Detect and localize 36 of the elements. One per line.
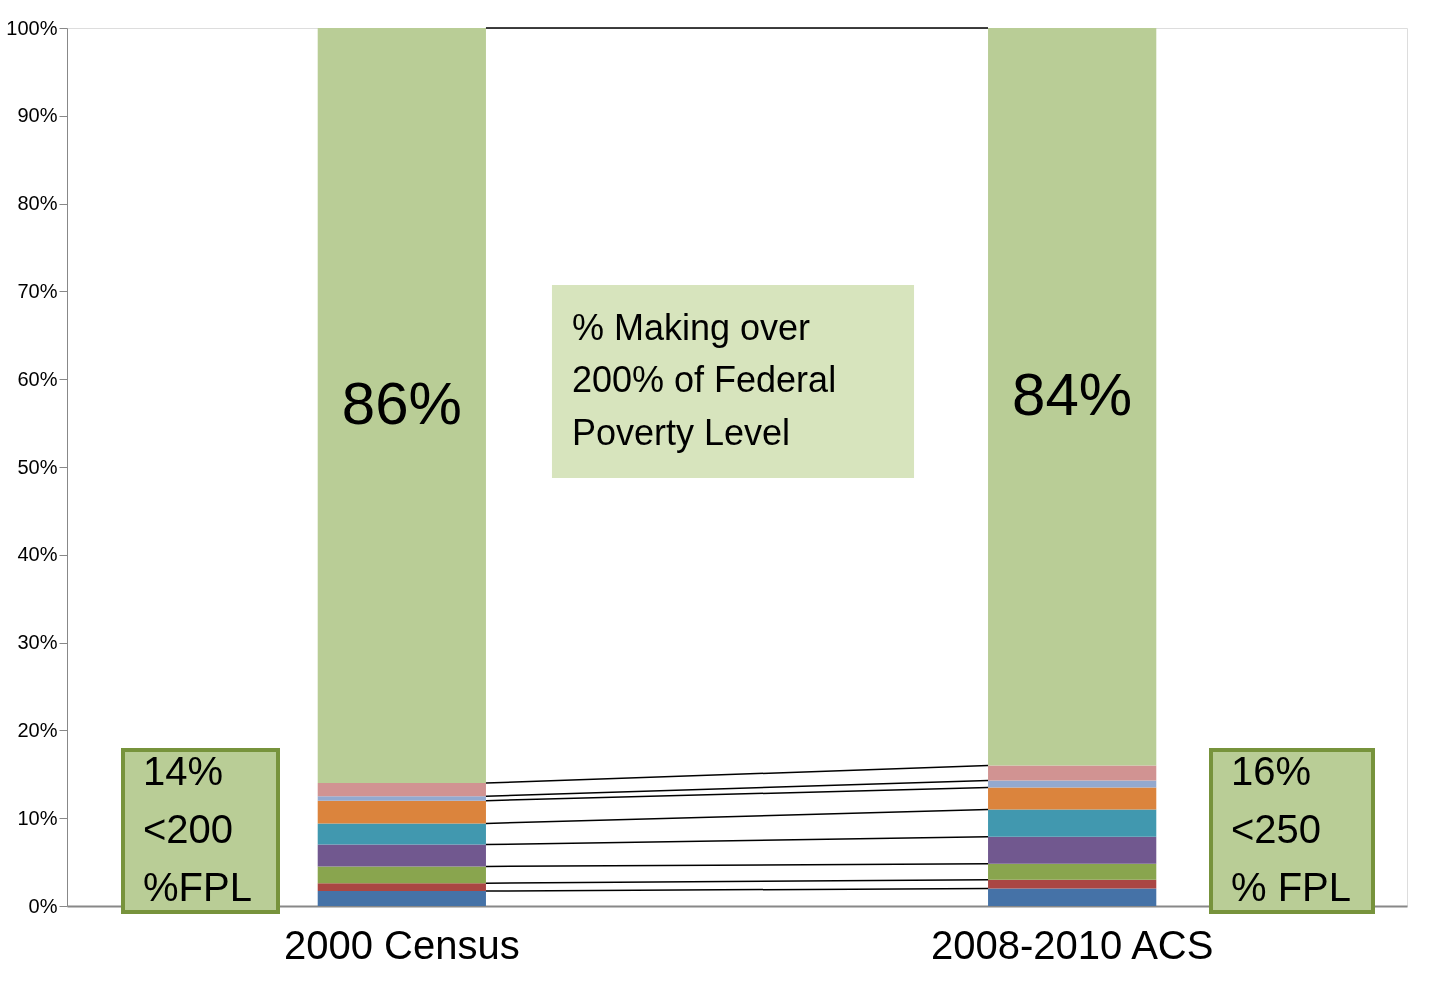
y-tick-label: 50% (17, 455, 58, 478)
y-tick-label: 10% (17, 806, 58, 829)
annotation: % Making over 200% of Federal Poverty Level (571, 307, 837, 453)
bar (317, 883, 486, 892)
bar (317, 783, 486, 797)
y-tick-label: 20% (17, 718, 58, 741)
x-tick-label: 2008-2010 ACS (930, 922, 1214, 967)
bar (988, 780, 1157, 788)
bar (317, 844, 486, 867)
bar (988, 863, 1157, 880)
annotation: 14% <200 %FPL (143, 749, 252, 909)
annotation: 16% <250 % FPL (1231, 749, 1352, 909)
bar (988, 836, 1157, 864)
data-label: 84% (1012, 360, 1133, 428)
bar (988, 765, 1157, 781)
bar (988, 888, 1157, 906)
bar (317, 891, 486, 906)
y-tick-label: 80% (17, 192, 58, 215)
x-tick-label: 2000 Census (283, 922, 520, 967)
y-tick-label: 0% (28, 894, 58, 917)
y-tick-label: 30% (17, 631, 58, 654)
bar (988, 787, 1157, 810)
bar (988, 809, 1157, 837)
bar (317, 28, 486, 784)
y-tick-label: 70% (17, 279, 58, 302)
bar (317, 823, 486, 845)
bar (317, 800, 486, 824)
y-tick-label: 40% (17, 543, 58, 566)
y-tick-label: 90% (17, 104, 58, 127)
bar (988, 879, 1157, 889)
bar (317, 866, 486, 884)
data-label: 86% (341, 369, 462, 437)
bar (988, 28, 1157, 766)
y-tick-label: 100% (6, 16, 58, 39)
y-tick-label: 60% (17, 367, 58, 390)
bar (317, 796, 486, 801)
